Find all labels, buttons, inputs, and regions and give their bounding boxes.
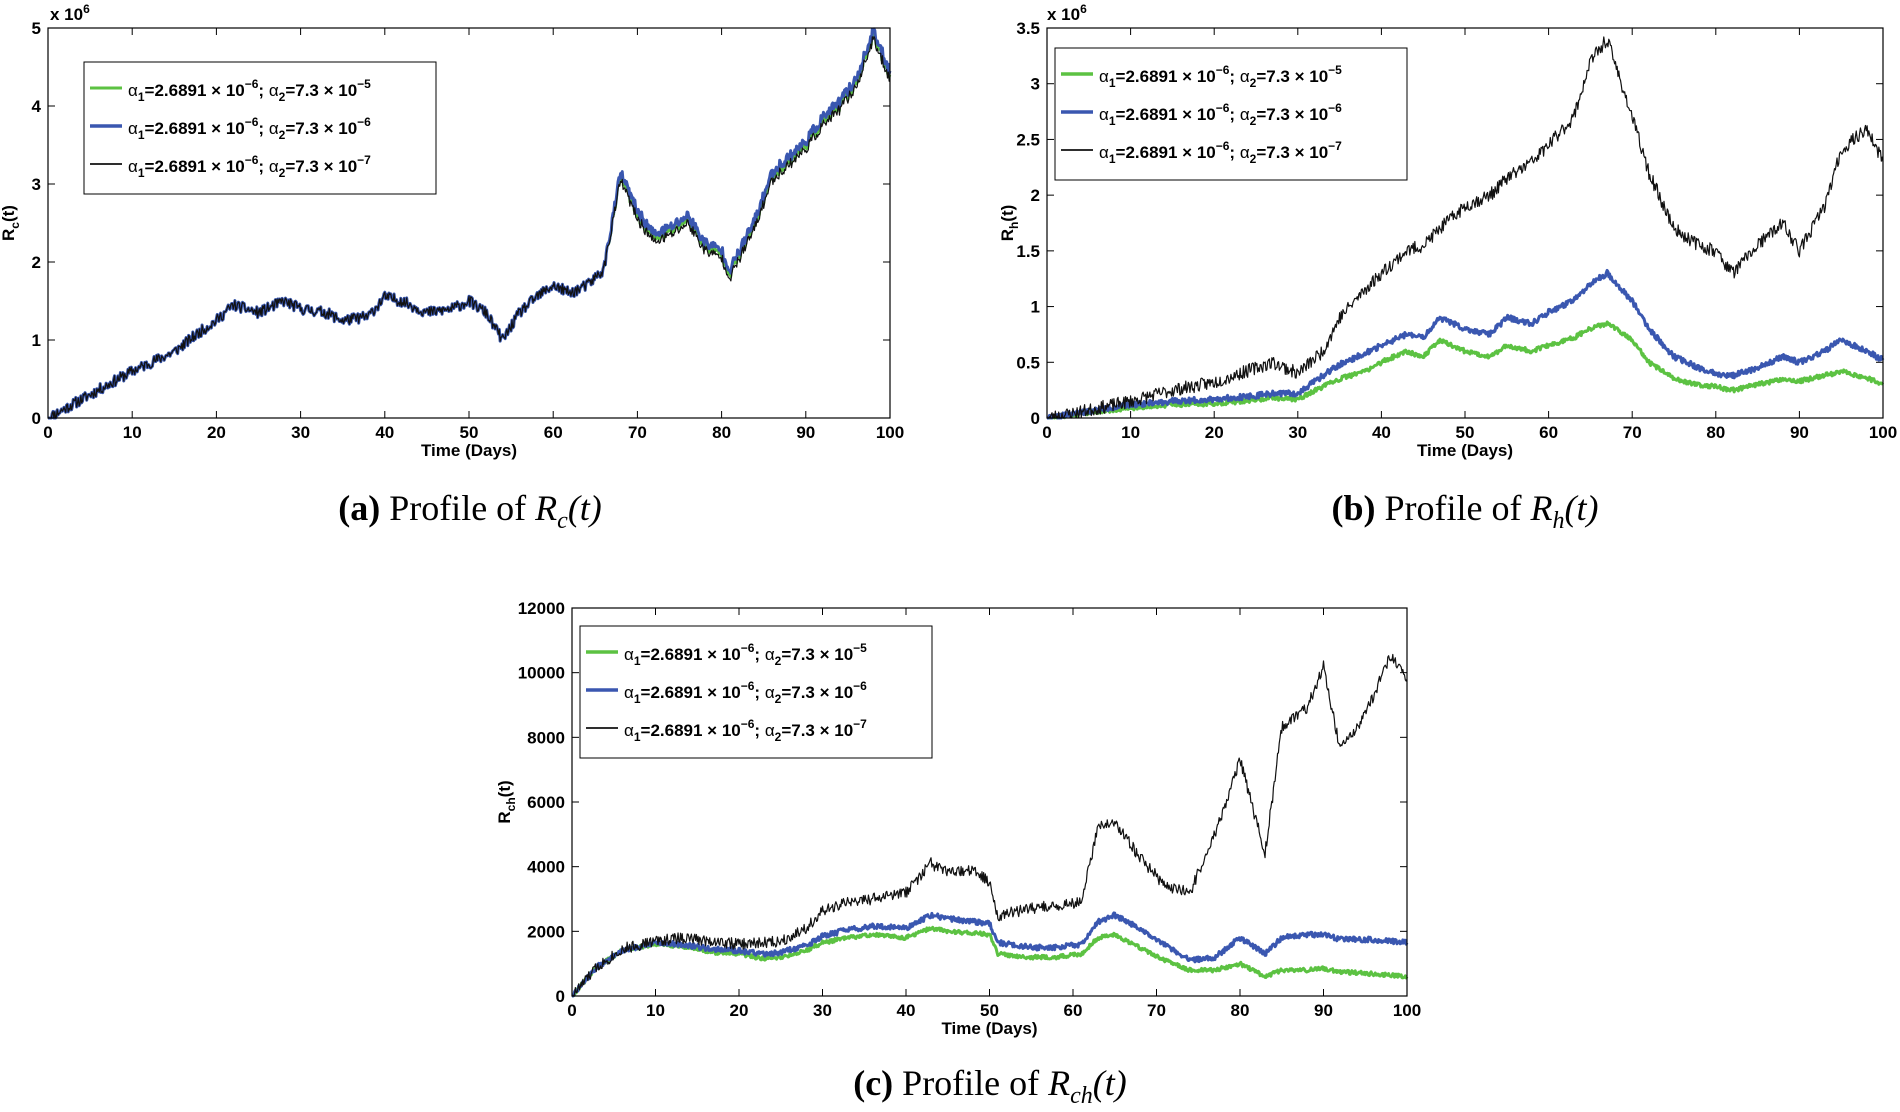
x-tick-label: 10 [1121,423,1140,442]
chart-panel-b: 0 10 20 30 40 50 60 70 80 90 100 0 0.5 1 1.5 2 2.5 3 3.5 Ti… [998,2,1897,534]
series-line-2 [1046,268,1885,420]
y-tick-label: 6000 [527,793,565,812]
y-tick-label: 5 [32,19,41,38]
legend-entry: α1=2.6891 × 10−6; α2=7.3 × 10−6 [1099,101,1342,128]
series-line-3 [1047,36,1884,419]
x-tick-label: 40 [1372,423,1391,442]
x-tick-label: 0 [1042,423,1051,442]
panel-caption: (b) Profile of Rh(t) [1332,488,1599,534]
x-tick-label: 70 [1147,1001,1166,1020]
x-tick-label: 60 [1539,423,1558,442]
y-axis-label: Rh(t) [998,205,1021,242]
y-axis-label: Rc(t) [0,205,22,241]
x-tick-label: 0 [43,423,52,442]
y-tick-label: 2 [32,253,41,272]
x-tick-label: 50 [460,423,479,442]
x-tick-label: 30 [291,423,310,442]
y-tick-label: 3 [1031,75,1040,94]
legend-entry: α1=2.6891 × 10−6; α2=7.3 × 10−7 [128,153,371,180]
x-tick-label: 30 [813,1001,832,1020]
panel-caption: (c) Profile of Rch(t) [853,1063,1127,1109]
x-tick-label: 0 [567,1001,576,1020]
y-tick-label: 0 [32,409,41,428]
x-tick-label: 80 [1231,1001,1250,1020]
panel-caption: (a) Profile of Rc(t) [338,488,602,534]
y-tick-label: 1.5 [1016,242,1040,261]
x-tick-label: 70 [1623,423,1642,442]
x-tick-label: 20 [1205,423,1224,442]
y-axis-label: Rch(t) [495,780,518,823]
x-tick-label: 70 [628,423,647,442]
y-tick-label: 1 [32,331,41,350]
y-tick-label: 0.5 [1016,353,1040,372]
series-line-3 [572,653,1408,997]
legend-entry: α1=2.6891 × 10−6; α2=7.3 × 10−5 [1099,63,1342,90]
x-tick-label: 100 [876,423,904,442]
y-tick-label: 2 [1031,186,1040,205]
y-tick-label: 0 [556,987,565,1006]
y-tick-label: 4000 [527,858,565,877]
y-tick-label: 2.5 [1016,130,1040,149]
legend-entry: α1=2.6891 × 10−6; α2=7.3 × 10−5 [128,77,371,104]
legend-entry: α1=2.6891 × 10−6; α2=7.3 × 10−7 [624,717,867,744]
y-tick-label: 1 [1031,298,1040,317]
x-tick-label: 60 [1064,1001,1083,1020]
chart-panel-a: 0 10 20 30 40 50 60 70 80 90 100 0 1 2 3 4 5 Time (Days) R… [0,2,904,534]
x-tick-label: 100 [1393,1001,1421,1020]
series-line-2 [571,911,1409,998]
x-tick-label: 40 [897,1001,916,1020]
x-tick-label: 80 [1706,423,1725,442]
x-axis-label: Time (Days) [1417,441,1513,460]
legend-box [579,625,933,759]
x-tick-label: 90 [796,423,815,442]
y-tick-label: 8000 [527,728,565,747]
legend: α1=2.6891 × 10−6; α2=7.3 × 10−5 α1=2.6891… [579,625,933,759]
x-tick-label: 60 [544,423,563,442]
y-tick-label: 12000 [518,599,565,618]
y-tick-label: 10000 [518,664,565,683]
x-tick-label: 90 [1790,423,1809,442]
x-tick-label: 50 [980,1001,999,1020]
legend-entry: α1=2.6891 × 10−6; α2=7.3 × 10−6 [624,679,867,706]
legend-entry: α1=2.6891 × 10−6; α2=7.3 × 10−6 [128,115,371,142]
legend-box [83,61,437,195]
x-tick-label: 20 [730,1001,749,1020]
y-tick-label: 4 [32,97,42,116]
x-tick-label: 100 [1869,423,1897,442]
series-line-1 [571,925,1409,998]
y-tick-label: 2000 [527,922,565,941]
x-tick-label: 30 [1288,423,1307,442]
y-multiplier: x 106 [50,2,90,24]
chart-panel-c: 0 10 20 30 40 50 60 70 80 90 100 0 2000 4000 6000 8000 1… [495,599,1421,1109]
legend: α1=2.6891 × 10−6; α2=7.3 × 10−5 α1=2.6891… [1054,47,1408,181]
x-tick-label: 10 [123,423,142,442]
legend-box [1054,47,1408,181]
x-tick-label: 40 [375,423,394,442]
x-tick-label: 50 [1456,423,1475,442]
x-tick-label: 90 [1314,1001,1333,1020]
y-multiplier: x 106 [1047,2,1087,24]
series-line-1 [1046,320,1885,420]
legend-entry: α1=2.6891 × 10−6; α2=7.3 × 10−5 [624,641,867,668]
x-tick-label: 20 [207,423,226,442]
y-tick-label: 3.5 [1016,19,1040,38]
x-axis-label: Time (Days) [941,1019,1037,1038]
legend-entry: α1=2.6891 × 10−6; α2=7.3 × 10−7 [1099,139,1342,166]
y-tick-label: 0 [1031,409,1040,428]
y-tick-label: 3 [32,175,41,194]
x-axis-label: Time (Days) [421,441,517,460]
x-tick-label: 10 [646,1001,665,1020]
legend: α1=2.6891 × 10−6; α2=7.3 × 10−5 α1=2.6891… [83,61,437,195]
x-tick-label: 80 [712,423,731,442]
series-line-3 [48,36,891,419]
